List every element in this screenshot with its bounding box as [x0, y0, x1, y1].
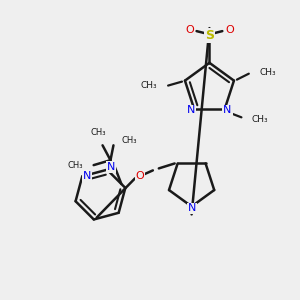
Text: CH₃: CH₃: [260, 68, 276, 77]
Text: CH₃: CH₃: [251, 115, 268, 124]
Text: O: O: [136, 171, 144, 181]
Text: CH₃: CH₃: [91, 128, 106, 137]
Text: N: N: [187, 105, 196, 116]
Text: N: N: [107, 162, 115, 172]
Text: CH₃: CH₃: [67, 160, 83, 169]
Text: N: N: [188, 203, 196, 214]
Text: CH₃: CH₃: [141, 81, 157, 90]
Text: O: O: [225, 25, 234, 35]
Text: N: N: [224, 105, 232, 116]
Text: O: O: [185, 25, 194, 35]
Text: N: N: [83, 171, 92, 182]
Text: CH₃: CH₃: [122, 136, 137, 145]
Text: S: S: [205, 28, 214, 42]
